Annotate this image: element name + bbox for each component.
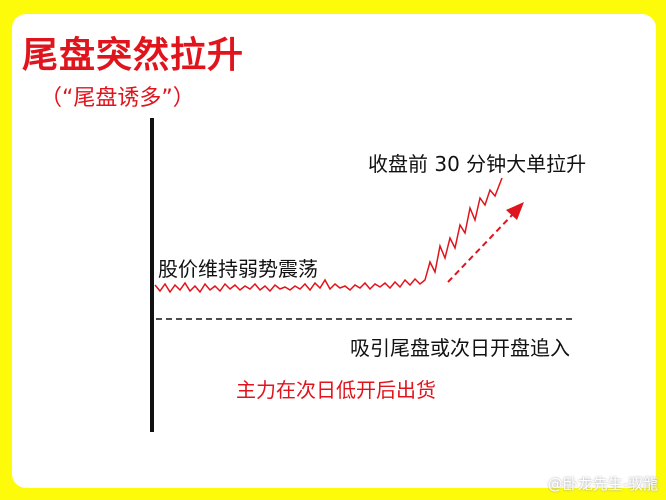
label-oscillation: 股价维持弱势震荡 [158,257,318,281]
title: 尾盘突然拉升 [22,34,245,76]
diagram-card [12,14,656,488]
label-sell: 主力在次日低开后出货 [236,378,436,402]
subtitle: （“尾盘诱多”） [40,86,195,111]
dashed-trend-arrow [447,211,516,283]
watermark: @卧龙先生-驭龍 [547,475,658,493]
arrow-head-icon [506,202,524,220]
label-attract: 吸引尾盘或次日开盘追入 [350,336,570,360]
label-late-pull: 收盘前 30 分钟大单拉升 [368,152,587,176]
price-line [154,177,503,294]
